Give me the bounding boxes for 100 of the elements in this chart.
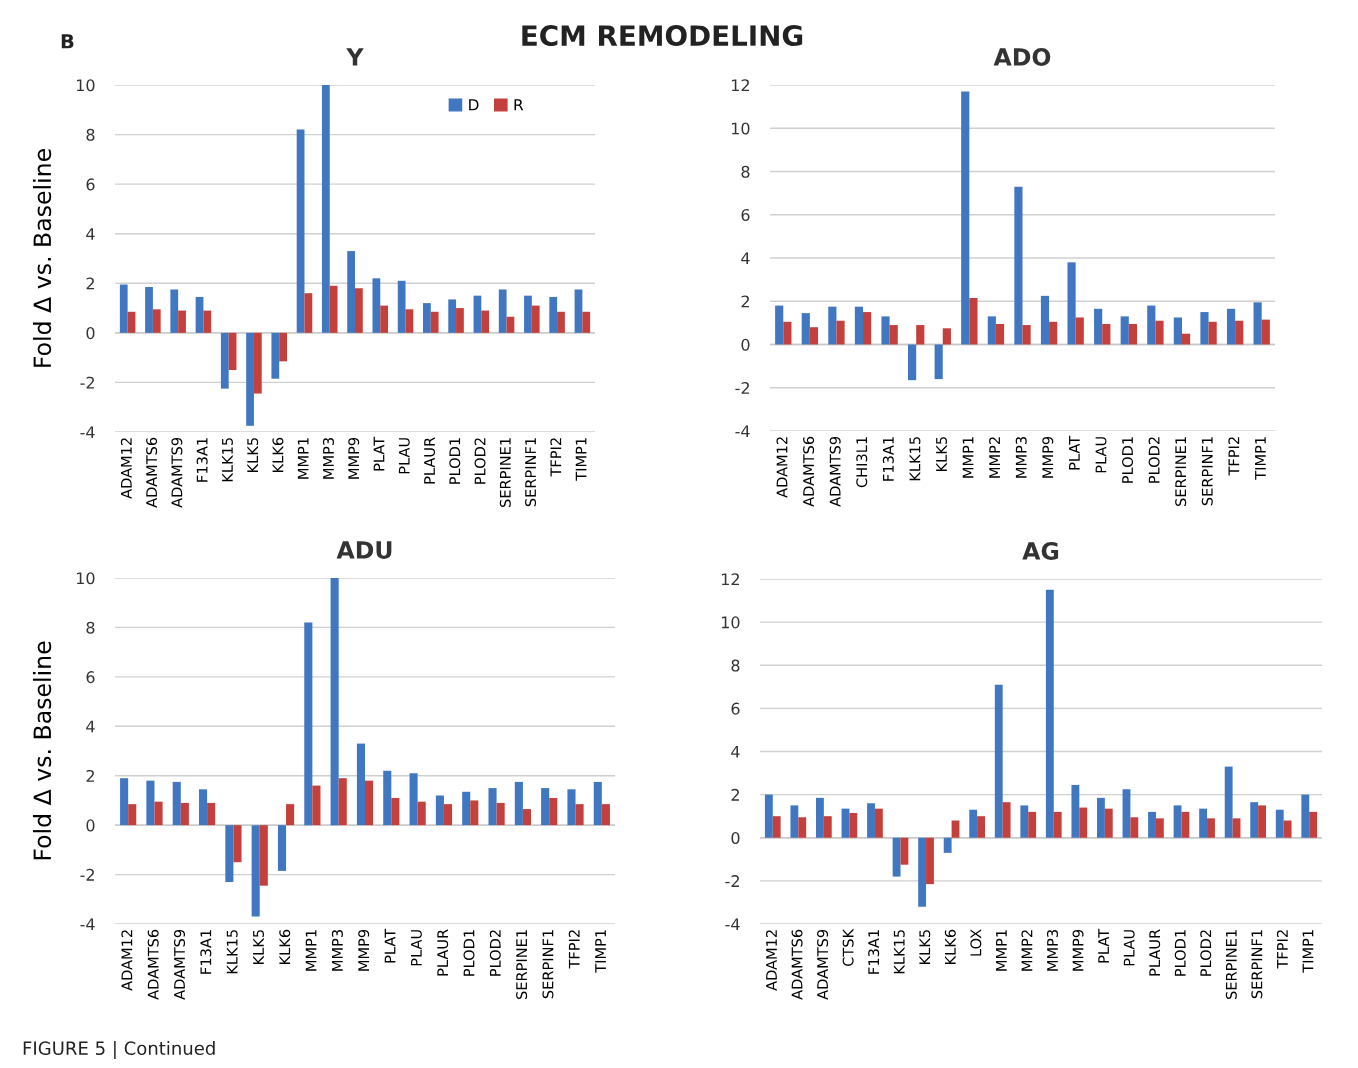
bar [567,789,576,826]
bar [397,280,406,333]
x-tick-label: MMP3 [331,930,343,971]
bar [145,287,153,333]
y-tick-label: 8 [86,621,95,634]
bar [900,837,909,865]
x-tick-label: MMP3 [1015,437,1027,478]
x-tick-label: MMP3 [1046,930,1058,971]
bar [764,794,773,838]
bar [1181,811,1190,838]
bar [372,278,381,333]
y-tick-label: 2 [731,788,739,801]
bar [1094,308,1103,345]
x-tick-label: ADAMTS9 [829,436,841,507]
x-tick-label: PLOD1 [463,930,475,976]
x-tick-label: PLAUR [424,437,436,484]
bar [207,802,216,826]
y-tick-label: 6 [86,178,95,191]
x-tick-label: MMP3 [322,438,334,479]
bar [146,780,155,826]
x-tick-label: SERPINF1 [542,930,554,999]
bar [836,320,845,345]
bar [120,778,129,826]
x-tick-label: PLOD1 [1174,930,1186,976]
x-tick-label: SERPINF1 [1251,930,1263,999]
bar [1250,802,1259,838]
y-tick-label: 6 [741,208,750,222]
bar [1120,316,1129,345]
bar [119,284,128,333]
y-tick-label: 4 [741,252,750,265]
x-tick-label: ADAMTS6 [803,436,815,507]
y-tick-label: -4 [725,918,740,931]
bar [1045,589,1054,838]
y-tick-label: 8 [86,128,95,141]
y-tick-label: -2 [725,875,739,887]
y-tick-label: 0 [86,819,95,832]
x-tick-label: PLOD2 [489,930,501,976]
bar [180,802,189,826]
chart-title: Y [346,48,364,66]
y-tick-label: 6 [86,671,95,684]
bar [448,299,457,333]
bar [969,809,978,838]
text: ECM REMODELING [522,25,803,47]
x-tick-label: KLK15 [222,438,233,482]
bar [304,293,313,333]
y-tick-label: 2 [86,769,94,782]
bar [574,289,583,333]
y-tick-label: 0 [731,831,740,845]
x-tick-label: PLAUR [437,929,449,976]
chart-title: ADO [993,48,1051,66]
bar [593,781,602,826]
bar [1022,325,1031,345]
bar [828,306,837,345]
x-tick-label: MMP2 [1021,930,1033,971]
bar [1309,811,1318,838]
x-tick-label: ADAMTS9 [817,929,829,1000]
bar [1104,808,1113,838]
y-tick-label: 4 [86,228,95,240]
x-tick-label: KLK15 [893,930,905,974]
bar [405,309,414,333]
bar [456,308,464,333]
bar [1020,805,1029,838]
x-tick-label: KLK6 [944,929,956,964]
x-tick-label: TFPI2 [550,438,562,477]
y-tick-label: 10 [731,122,750,135]
bar [329,285,338,333]
bar [854,306,864,345]
bar [286,804,295,826]
bar [488,788,497,826]
bar [251,825,260,917]
bar [1258,805,1266,838]
x-tick-label: TIMP1 [1255,437,1266,480]
x-tick-label: PLAT [1069,435,1080,470]
x-tick-label: TIMP1 [1302,930,1314,973]
x-tick-label: PLAT [1098,928,1109,963]
x-tick-label: PLAU [411,930,422,966]
bar [152,309,161,333]
bar [1253,302,1262,345]
x-tick-label: CHI3L1 [856,437,868,488]
bar [1128,323,1137,345]
x-tick-label: PLAU [398,438,410,474]
x-tick-label: ADAMTS9 [171,437,183,508]
bar [1199,808,1208,838]
bar [1283,820,1292,838]
bar [1200,312,1209,345]
bar [391,797,400,826]
x-tick-label: ADAMTS6 [147,929,159,1000]
bar [522,809,531,826]
x-tick-label: TIMP1 [595,930,606,973]
bar [889,325,898,345]
x-tick-label: SERPINE1 [1175,437,1187,506]
bar [549,797,558,826]
bar [1147,305,1156,345]
bar [1097,797,1105,838]
bar [470,800,479,826]
bar [541,788,550,826]
x-tick-label: PLOD2 [1200,930,1212,976]
bar [926,837,934,885]
y-tick-label: 8 [741,165,750,178]
bar [506,316,515,333]
